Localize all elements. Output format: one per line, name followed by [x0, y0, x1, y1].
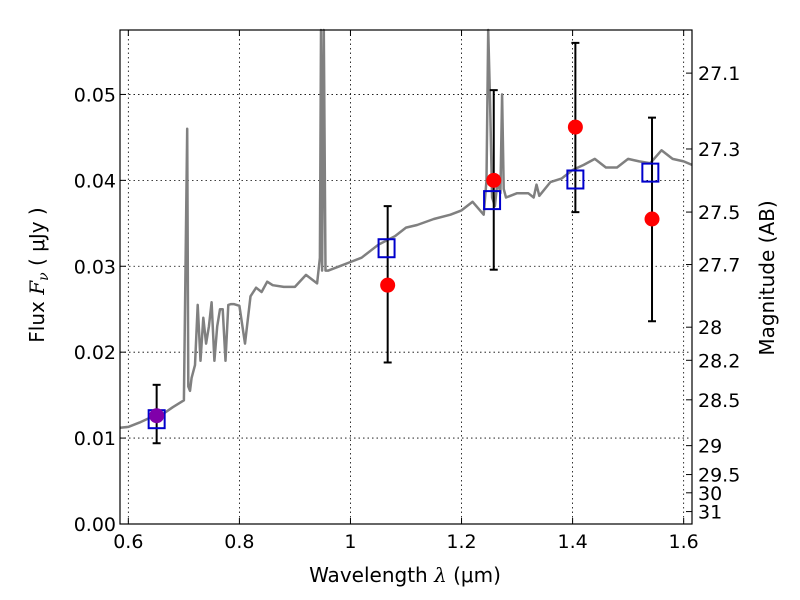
x-tick-label: 1.2: [446, 531, 476, 553]
y2-tick-label: 27.1: [698, 63, 740, 85]
y2-tick-label: 27.3: [698, 139, 740, 161]
y2-tick-label: 31: [698, 502, 722, 524]
observed-point: [149, 408, 165, 424]
y-axis-label: Flux Fν ( μJy ): [25, 207, 52, 342]
y2-tick-label: 29.5: [698, 465, 740, 487]
y2-tick-label: 27.5: [698, 202, 740, 224]
x-tick-label: 0.8: [224, 531, 254, 553]
y-axis-ticks: 0.00 0.01 0.02 0.03 0.04 0.05: [74, 84, 126, 536]
x-axis-ticks: 0.6 0.8 1 1.2 1.4 1.6: [113, 30, 699, 553]
spectrum-series: [119, 28, 693, 430]
model-photometry-series: [147, 162, 660, 430]
model-photometry-box: [566, 169, 585, 190]
y-tick-label: 0.00: [74, 514, 116, 536]
y-tick-label: 0.04: [74, 170, 116, 192]
observed-point: [486, 172, 502, 188]
x-axis-label: Wavelength λ (μm): [309, 563, 501, 587]
spectrum-line: [119, 28, 693, 430]
observed-point: [644, 211, 660, 227]
y2-axis-label: Magnitude (AB): [755, 200, 779, 355]
grid: [120, 30, 692, 525]
y2-tick-label: 30: [698, 483, 722, 505]
y2-tick-label: 28: [698, 317, 722, 339]
y-tick-label: 0.05: [74, 84, 116, 106]
y2-tick-label: 29: [698, 436, 722, 458]
errorbars: [152, 41, 657, 445]
y-tick-label: 0.03: [74, 256, 116, 278]
model-photometry-box: [377, 238, 396, 259]
observed-point: [567, 119, 583, 135]
y-tick-label: 0.01: [74, 428, 116, 450]
model-photometry-box: [641, 162, 660, 183]
y2-tick-label: 27.7: [698, 255, 740, 277]
observed-series: [149, 119, 660, 424]
x-tick-label: 1.4: [557, 531, 587, 553]
model-photometry-box: [483, 190, 502, 211]
observed-point: [380, 277, 396, 293]
x-tick-label: 0.6: [113, 531, 143, 553]
y2-tick-label: 28.5: [698, 390, 740, 412]
x-tick-label: 1.6: [669, 531, 699, 553]
plot-frame: [119, 29, 693, 525]
x-tick-label: 1: [344, 531, 356, 553]
y-tick-label: 0.02: [74, 342, 116, 364]
y2-tick-label: 28.2: [698, 350, 740, 372]
